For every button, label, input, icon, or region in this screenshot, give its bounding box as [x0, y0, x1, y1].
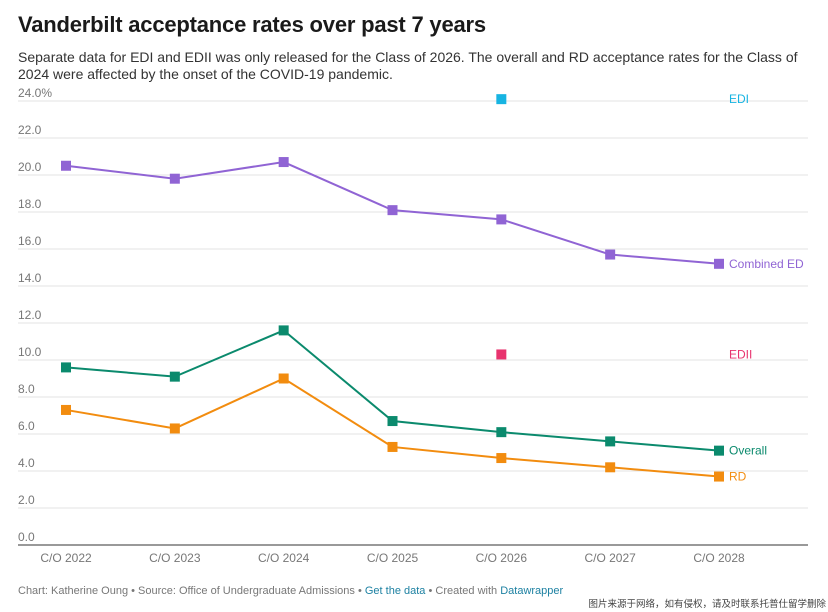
x-tick-label: C/O 2026	[476, 551, 528, 565]
y-tick-label: 20.0	[18, 160, 42, 174]
y-tick-label: 10.0	[18, 345, 42, 359]
data-point-overall	[61, 362, 71, 372]
footer-credit: Chart: Katherine Oung • Source: Office o…	[18, 585, 362, 597]
data-point-rd	[61, 405, 71, 415]
line-chart: 0.0 2.0 4.0 6.0 8.0 10.0 12.0 14.0 16.0 18.0 20.0 2…	[0, 0, 828, 612]
y-tick-label: 0.0	[18, 530, 35, 544]
data-point-combined-ed	[279, 157, 289, 167]
y-tick-label: 8.0	[18, 382, 35, 396]
y-tick-label: 12.0	[18, 308, 42, 322]
series-label-edii: EDII	[729, 347, 752, 361]
data-point-combined-ed	[496, 214, 506, 224]
y-tick-label: 22.0	[18, 123, 42, 137]
data-point-overall	[279, 325, 289, 335]
y-tick-label: 6.0	[18, 419, 35, 433]
data-point-combined-ed	[170, 174, 180, 184]
data-point-rd	[170, 423, 180, 433]
data-point-rd	[496, 453, 506, 463]
datawrapper-link[interactable]: Datawrapper	[500, 585, 563, 597]
data-point-rd	[388, 442, 398, 452]
y-tick-label: 18.0	[18, 197, 42, 211]
series-line-overall	[66, 330, 719, 450]
y-tick-label: 4.0	[18, 456, 35, 470]
watermark-text: 图片来源于网络，如有侵权，请及时联系托普仕留学删除	[588, 596, 826, 610]
series-label-overall: Overall	[729, 444, 767, 458]
data-point-combined-ed	[388, 205, 398, 215]
x-tick-label: C/O 2027	[584, 551, 636, 565]
data-point-edii	[496, 349, 506, 359]
series-label-edi: EDI	[729, 92, 749, 106]
data-point-combined-ed	[605, 250, 615, 260]
chart-footer: Chart: Katherine Oung • Source: Office o…	[18, 585, 563, 597]
x-tick-label: C/O 2028	[693, 551, 745, 565]
data-point-combined-ed	[714, 259, 724, 269]
footer-created: • Created with	[428, 585, 497, 597]
data-point-overall	[170, 372, 180, 382]
data-point-overall	[388, 416, 398, 426]
data-point-rd	[605, 462, 615, 472]
data-point-rd	[714, 472, 724, 482]
data-point-overall	[496, 427, 506, 437]
data-point-overall	[605, 436, 615, 446]
data-point-combined-ed	[61, 161, 71, 171]
series-line-rd	[66, 379, 719, 477]
y-tick-label: 24.0%	[18, 86, 52, 100]
x-tick-label: C/O 2023	[149, 551, 201, 565]
y-tick-label: 16.0	[18, 234, 42, 248]
y-tick-label: 14.0	[18, 271, 42, 285]
data-point-overall	[714, 446, 724, 456]
series-label-rd: RD	[729, 470, 747, 484]
x-tick-label: C/O 2024	[258, 551, 310, 565]
y-tick-label: 2.0	[18, 493, 35, 507]
x-tick-label: C/O 2022	[40, 551, 92, 565]
series-label-combined-ed: Combined ED	[729, 257, 804, 271]
data-point-rd	[279, 374, 289, 384]
get-data-link[interactable]: Get the data	[365, 585, 426, 597]
data-point-edi	[496, 94, 506, 104]
x-tick-label: C/O 2025	[367, 551, 419, 565]
